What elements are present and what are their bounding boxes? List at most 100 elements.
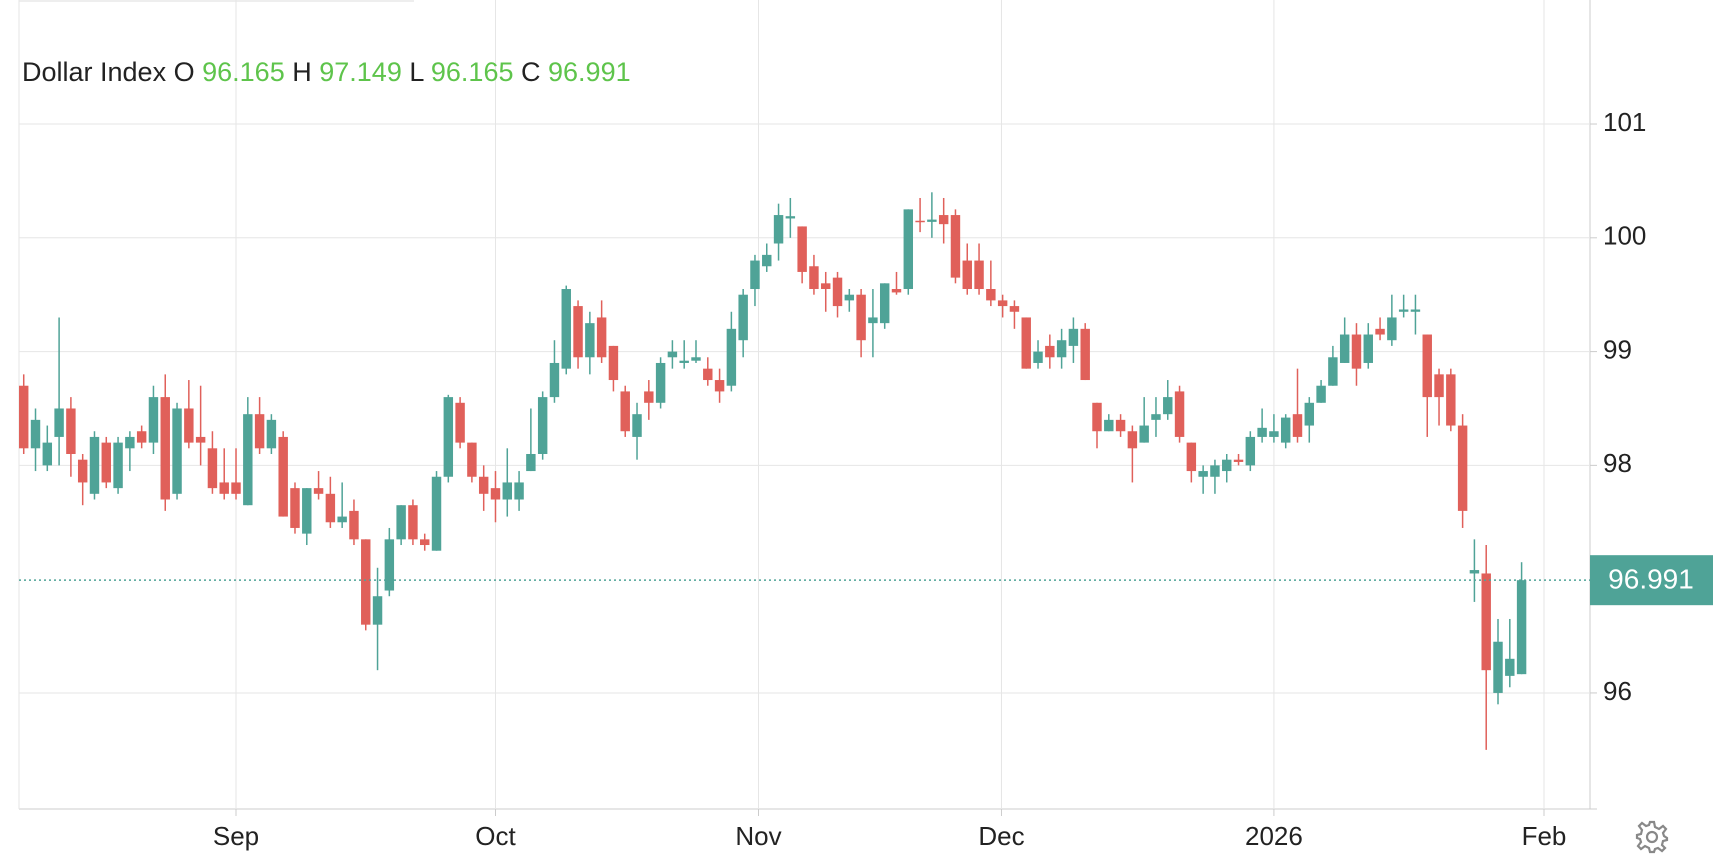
candle-body (785, 216, 796, 219)
candle-body (443, 397, 454, 477)
candle-body (30, 419, 41, 449)
candle-body (1410, 309, 1421, 312)
candle-body (19, 385, 29, 449)
last-price-badge (1590, 555, 1713, 606)
x-tick-label: Oct (475, 821, 516, 851)
y-tick-label: 96 (1603, 676, 1632, 706)
candle-body (844, 294, 855, 301)
candle-body (136, 431, 147, 443)
candle-body (549, 362, 560, 398)
candle-body (1163, 397, 1173, 415)
candle-body (254, 414, 265, 449)
candle-body (1115, 419, 1126, 432)
y-tick-label: 101 (1603, 107, 1646, 137)
legend-value: 96.165 (202, 57, 285, 87)
candle-body (467, 442, 477, 477)
candle-body (703, 368, 713, 381)
x-tick-label: Sep (213, 821, 259, 851)
candle-body (42, 442, 53, 466)
candle-body (1328, 357, 1338, 386)
candle-body (243, 414, 253, 506)
candle-body (797, 226, 807, 272)
candle-body (1092, 402, 1102, 432)
candle-body (195, 436, 206, 443)
candle-body (1422, 334, 1432, 398)
candle-body (89, 436, 100, 494)
candle-body (1127, 431, 1138, 449)
candle-body (372, 596, 383, 625)
candle-body (231, 482, 241, 494)
candle-body (125, 436, 135, 449)
candle-body (1269, 431, 1279, 437)
candle-body (927, 219, 937, 222)
candle-body (809, 266, 819, 290)
settings-icon[interactable] (1635, 820, 1669, 854)
candle-body (290, 488, 300, 528)
candle-body (903, 209, 914, 290)
legend-value: 97.149 (319, 57, 402, 87)
legend-value: 96.165 (430, 57, 514, 87)
x-tick-label: Dec (978, 821, 1024, 851)
candle-body (891, 289, 902, 293)
candle-body (1505, 658, 1515, 676)
legend-label: O (173, 57, 195, 87)
candle-body (113, 442, 123, 489)
candle-body (762, 254, 772, 267)
candle-body (1339, 334, 1350, 363)
candle-body (879, 283, 890, 324)
grid (19, 0, 1590, 809)
candle-body (655, 362, 666, 403)
candle-body (856, 294, 866, 341)
candle-body (1021, 317, 1031, 369)
legend-value: 96.991 (548, 57, 631, 87)
candle-body (207, 448, 218, 489)
candle-body (962, 260, 972, 290)
y-tick-label: 98 (1603, 448, 1632, 478)
candle-body (1387, 317, 1397, 341)
candle-body (502, 482, 513, 500)
candle-body (821, 283, 831, 290)
candle-body (1045, 345, 1055, 358)
candle-body (172, 408, 182, 494)
candle-body (1351, 334, 1362, 369)
candle-body (219, 482, 229, 494)
candle-body (596, 317, 607, 358)
candle-body (1434, 374, 1444, 398)
candle-body (1233, 459, 1244, 462)
candle-body (1210, 465, 1220, 477)
candle-body (54, 408, 64, 437)
candle-body (938, 215, 949, 225)
candle-body (1304, 402, 1315, 426)
candle-body (420, 539, 430, 546)
candle-body (478, 476, 489, 494)
candle-body (561, 289, 571, 369)
candle-body (608, 345, 619, 381)
candle-body (1481, 573, 1491, 671)
candle-body (1280, 417, 1291, 443)
candle-body (266, 419, 277, 449)
candle-body (1174, 391, 1185, 437)
candle-body (632, 414, 642, 437)
x-tick-label: Feb (1522, 821, 1567, 851)
candle-body (1516, 580, 1527, 675)
y-tick-label: 99 (1603, 334, 1632, 364)
candle-body (750, 260, 760, 290)
candle-body (573, 306, 583, 358)
candle-body (431, 476, 442, 551)
candle-body (997, 300, 1008, 307)
candle-body (773, 215, 784, 244)
candle-body (679, 360, 689, 363)
candle-body (77, 459, 88, 483)
candle-body (1316, 385, 1326, 403)
candle-body (302, 488, 312, 534)
candle-body (101, 442, 111, 483)
candle-body (325, 493, 336, 523)
candle-body (714, 380, 725, 392)
candle-body (1446, 374, 1456, 426)
candle-body (349, 510, 359, 540)
candle-body (986, 289, 996, 301)
candle-body (1186, 442, 1197, 472)
x-tick-label: Nov (735, 821, 781, 851)
